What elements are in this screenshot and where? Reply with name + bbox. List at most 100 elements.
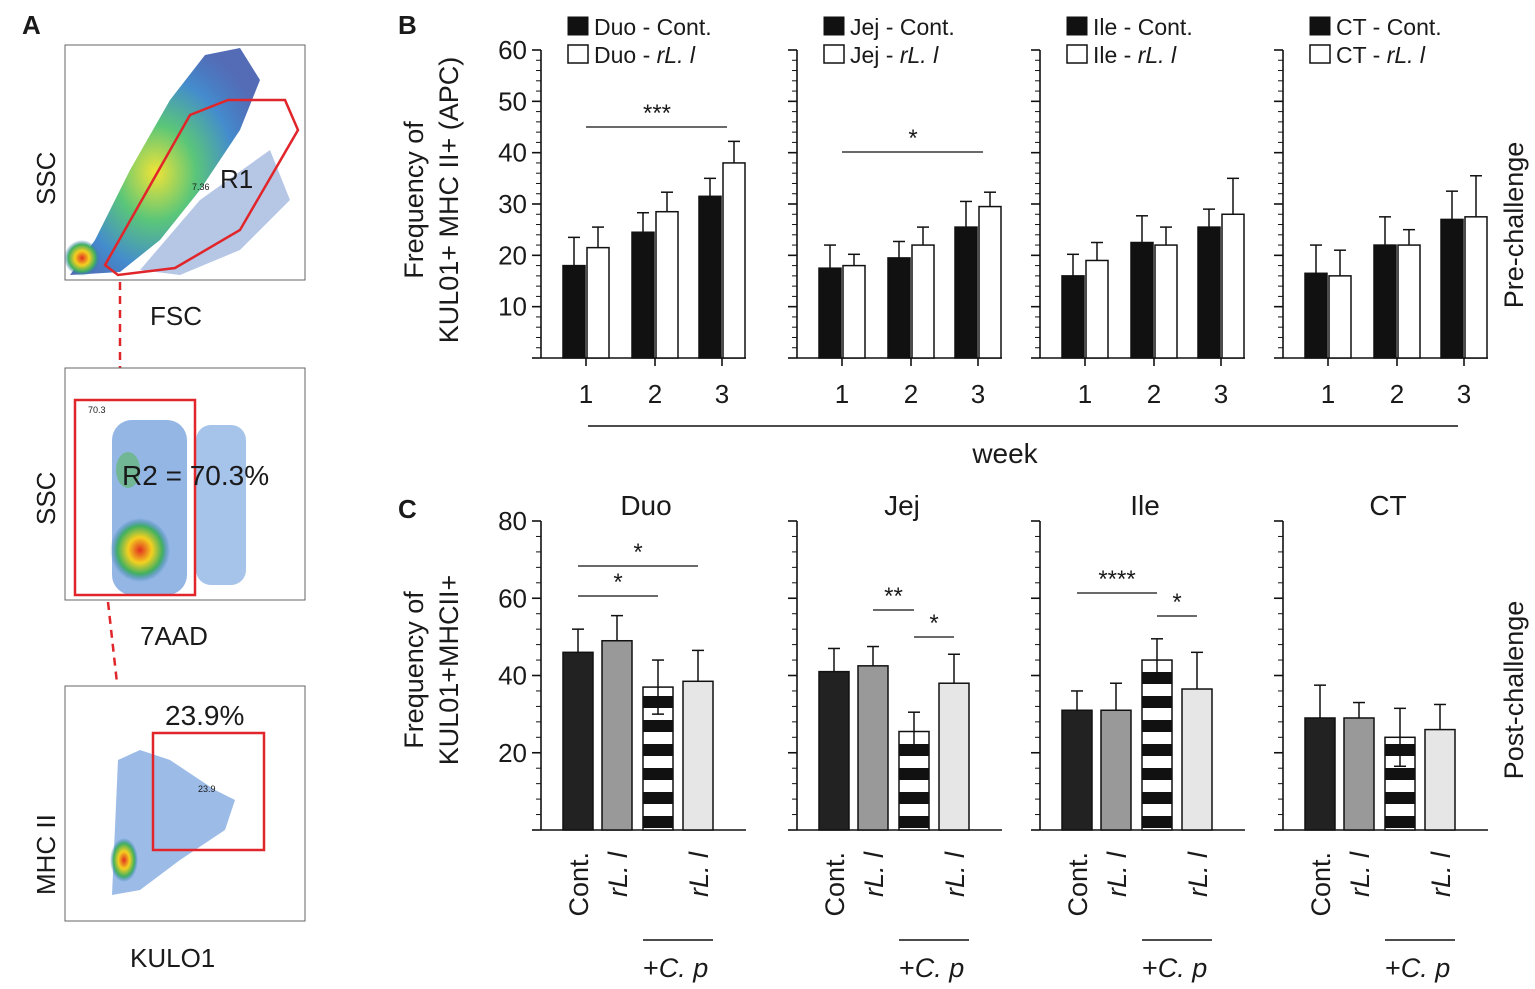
bar-jej-cat1: [857, 665, 889, 831]
flow-plot-kulo1-mhc: 23.9 23.9% KULO1 MHC II: [31, 685, 306, 973]
c-challenge-prefix: +: [1142, 953, 1158, 983]
b-x-tick-label: 3: [715, 379, 729, 409]
flow-plot3-ylabel: MHC II: [31, 814, 61, 895]
legend-label-rll-prefix: Jej -: [850, 42, 900, 68]
bar-ct-rll-week3: [1464, 216, 1488, 359]
bar-duo-cont-week3: [698, 195, 722, 359]
bar-ct-cat0: [1304, 717, 1336, 831]
legend-label-rll: Jej - rL. l: [850, 42, 939, 68]
b-x-tick-label: 1: [835, 379, 849, 409]
c-ylabel-line1: Frequency of: [399, 591, 429, 749]
bar-ct-cont-week2: [1373, 244, 1397, 359]
c-x-tick-label: Cont.: [820, 852, 850, 917]
gate-r1-value: 7.36: [192, 182, 210, 192]
flow-panel: 7.36 R1 FSC SSC 70.3 R2 = 70.3% 7AAD SSC: [31, 44, 306, 973]
bar-duo-rll-week1: [586, 246, 610, 359]
b-x-tick-label: 3: [1214, 379, 1228, 409]
legend-label-rll-prefix: CT -: [1336, 42, 1387, 68]
b-group-ile: Ile - Cont.Ile - rL. l 1 2 3: [1031, 14, 1245, 409]
gate-r3-value: 23.9: [198, 784, 216, 794]
bar-jej-cat0: [818, 670, 850, 831]
flow-plot1-xlabel: FSC: [150, 301, 202, 331]
c-group-title: CT: [1369, 490, 1406, 521]
bar-duo-rll-week2: [655, 210, 679, 359]
c-group-title: Jej: [884, 490, 920, 521]
significance-mark: *: [613, 569, 622, 596]
bar-duo-cat3: [682, 680, 714, 831]
b-x-tick-label: 2: [648, 379, 662, 409]
c-challenge-label: +C. p: [1142, 953, 1207, 983]
flow-plot2-ylabel: SSC: [31, 472, 61, 525]
legend-swatch-rll: [1309, 44, 1331, 64]
legend-label-cont-label: Cont.: [900, 14, 955, 40]
b-x-tick-label: 3: [1457, 379, 1471, 409]
c-group-title: Ile: [1130, 490, 1160, 521]
c-challenge-name: C. p: [1158, 953, 1208, 983]
scatter-hotspot: [110, 518, 170, 582]
b-y-tick-label: 30: [498, 189, 527, 219]
bar-ile-cat3: [1181, 688, 1213, 831]
c-challenge-name: C. p: [1401, 953, 1451, 983]
c-y-tick-label: 60: [498, 583, 527, 613]
c-side-label: Post-challenge: [1499, 601, 1529, 780]
significance-mark: *: [929, 610, 938, 637]
significance-mark: **: [884, 583, 903, 610]
c-ylabel-line2: KUL01+MHCII+: [434, 575, 464, 766]
b-y-tick-label: 60: [498, 35, 527, 65]
panel-label-c: C: [398, 494, 417, 524]
legend-swatch-rll: [1066, 44, 1088, 64]
bar-ile-cat2: [1141, 659, 1173, 831]
c-challenge-name: C. p: [659, 953, 709, 983]
c-x-tick-label: rL. l: [1183, 851, 1213, 897]
b-x-tick-label: 2: [904, 379, 918, 409]
b-x-tick-label: 3: [971, 379, 985, 409]
legend-label-cont-label: Cont.: [657, 14, 712, 40]
c-challenge-prefix: +: [899, 953, 915, 983]
b-xlabel-week: week: [971, 438, 1038, 469]
c-y-tick-label: 40: [498, 661, 527, 691]
legend-swatch-rll: [567, 44, 589, 64]
b-ylabel-line2: KUL01+ MHC II+ (APC): [434, 57, 464, 344]
flow-plot-7aad-ssc: 70.3 R2 = 70.3% 7AAD SSC: [31, 367, 306, 651]
bar-jej-rll-week1: [842, 264, 866, 359]
b-group-duo: 10 20 30 40 50 60 Duo - Cont.Duo - rL. l 1 2 3 ***: [498, 14, 746, 409]
c-y-tick-label: 80: [498, 506, 527, 536]
gate-r2: [73, 398, 197, 597]
legend-label-rll-label: rL. l: [1138, 42, 1177, 68]
c-x-tick-label: rL. l: [1426, 851, 1456, 897]
bar-ct-rll-week1: [1328, 275, 1352, 359]
bar-duo-cat1: [601, 639, 633, 831]
c-group-duo: Duo 20 40 60 80 Cont. rL. l rL. l +C. p * *: [498, 490, 746, 983]
c-x-tick-label: Cont.: [1063, 852, 1093, 917]
bar-jej-cat3: [938, 682, 970, 831]
c-x-tick-label: rL. l: [1345, 851, 1375, 897]
significance-mark: *: [633, 539, 642, 566]
legend-swatch-cont: [823, 16, 845, 36]
legend-label-rll-prefix: Duo -: [594, 42, 657, 68]
b-x-tick-label: 1: [579, 379, 593, 409]
legend-label-cont: CT - Cont.: [1336, 14, 1442, 40]
legend-label-cont-label: Cont.: [1138, 14, 1193, 40]
flow-plot3-xlabel: KULO1: [130, 943, 215, 973]
bar-ile-cat0: [1061, 709, 1093, 831]
c-x-tick-label: rL. l: [1102, 851, 1132, 897]
bar-ile-cont-week3: [1197, 226, 1221, 359]
b-y-tick-label: 10: [498, 292, 527, 322]
significance-mark: *: [908, 125, 917, 152]
legend-label-cont-prefix: CT -: [1336, 14, 1387, 40]
panel-label-b: B: [398, 10, 417, 40]
legend-swatch-rll: [823, 44, 845, 64]
legend-swatch-cont: [567, 16, 589, 36]
legend-label-cont-label: Cont.: [1387, 14, 1442, 40]
c-challenge-prefix: +: [1385, 953, 1401, 983]
b-ylabel-line1: Frequency of: [399, 121, 429, 279]
b-y-tick-label: 40: [498, 138, 527, 168]
legend-label-rll-label: rL. l: [900, 42, 939, 68]
legend-label-cont: Duo - Cont.: [594, 14, 712, 40]
b-x-tick-label: 2: [1390, 379, 1404, 409]
c-challenge-prefix: +: [643, 953, 659, 983]
c-x-tick-label: rL. l: [859, 851, 889, 897]
